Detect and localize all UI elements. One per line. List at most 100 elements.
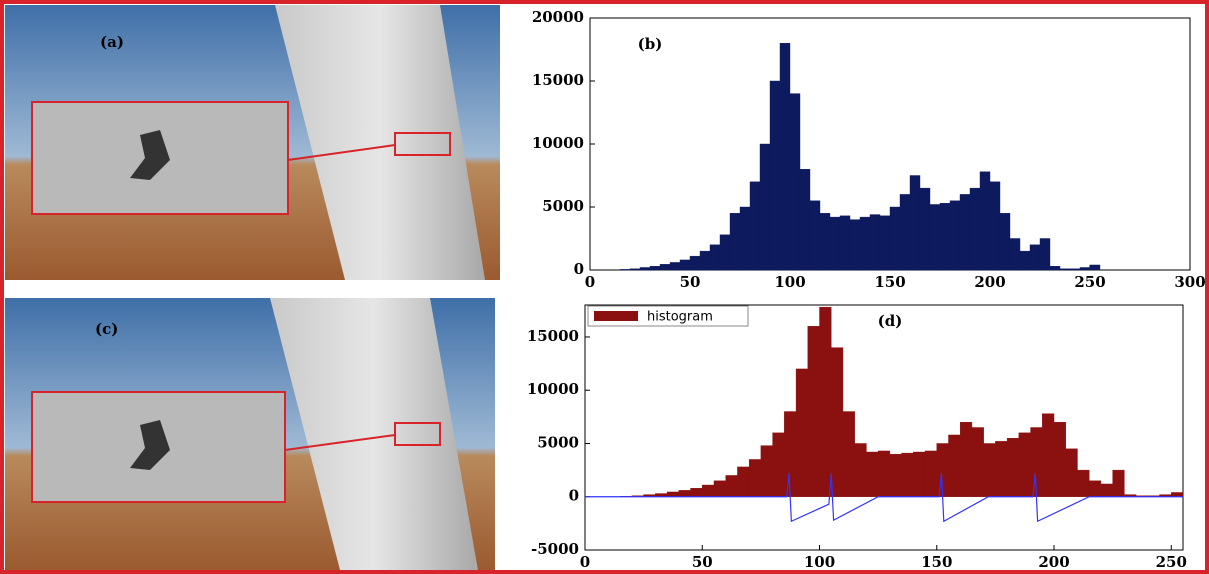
x-tick-label: 50 <box>692 553 713 571</box>
histogram-bar <box>702 484 715 497</box>
histogram-bar <box>799 168 811 271</box>
y-tick-label: 0 <box>574 260 584 278</box>
histogram-bar <box>869 214 881 271</box>
legend-label: histogram <box>647 310 713 325</box>
histogram-bar <box>678 490 691 497</box>
histogram-bar <box>629 268 641 271</box>
histogram-bar <box>1053 421 1066 497</box>
histogram-bar <box>859 216 871 271</box>
histogram-bar <box>948 434 961 497</box>
histogram-bar <box>737 466 750 497</box>
histogram-bar <box>939 203 951 271</box>
histogram-bar <box>760 445 773 497</box>
histogram-bar <box>877 450 891 497</box>
histogram-bar <box>1065 448 1078 497</box>
histogram-bar <box>949 200 961 271</box>
histogram-bar <box>1009 238 1021 271</box>
panel-label: (d) <box>878 312 903 330</box>
histogram-bar <box>1049 266 1061 271</box>
x-tick-label: 250 <box>1074 273 1105 291</box>
histogram-bar <box>854 443 867 497</box>
histogram-bar <box>1042 413 1055 497</box>
histogram-bar <box>759 143 771 271</box>
histogram-bar <box>819 213 831 271</box>
histogram-bar <box>709 244 721 271</box>
histogram-bar <box>1018 432 1031 497</box>
histogram-bar <box>719 234 731 271</box>
x-tick-label: 100 <box>804 553 835 571</box>
histogram-bar <box>989 181 1001 271</box>
histogram-bar <box>689 255 701 271</box>
y-tick-label: -5000 <box>531 540 579 558</box>
photo-c <box>5 298 495 570</box>
histogram-bar <box>748 459 762 497</box>
histogram-bar <box>913 451 926 497</box>
histogram-bar <box>809 200 821 271</box>
legend-swatch <box>594 311 638 321</box>
x-tick-label: 50 <box>680 273 701 291</box>
histogram-bar <box>772 432 785 497</box>
histogram-bar <box>807 326 820 497</box>
x-tick-label: 250 <box>1156 553 1187 571</box>
histogram-bar <box>819 306 832 497</box>
x-tick-label: 100 <box>774 273 805 291</box>
y-tick-label: 5000 <box>542 197 584 215</box>
histogram-bar <box>831 347 844 497</box>
histogram-bar <box>1112 469 1125 497</box>
histogram-bar <box>713 480 726 497</box>
histogram-bar <box>899 194 911 271</box>
histogram-bar <box>666 491 680 497</box>
histogram-bar <box>959 194 971 271</box>
histogram-bar <box>1069 268 1081 271</box>
histogram-bar <box>1059 268 1071 271</box>
histogram-bar <box>919 187 931 271</box>
y-tick-label: 20000 <box>532 8 584 26</box>
histogram-bar <box>699 250 711 271</box>
histogram-bar <box>1100 483 1113 497</box>
histogram-bar <box>789 93 801 271</box>
y-tick-label: 10000 <box>532 134 584 152</box>
x-tick-label: 0 <box>585 273 595 291</box>
histogram-bar <box>725 475 738 497</box>
histogram-bar <box>784 411 797 497</box>
histogram-bar <box>971 427 984 497</box>
histogram-bar <box>909 175 921 271</box>
histogram-bar <box>1039 238 1051 271</box>
panel-label: (c) <box>95 320 118 338</box>
histogram-bar <box>779 43 791 271</box>
histogram-bar <box>969 187 981 271</box>
histogram-bar <box>659 264 671 271</box>
histogram-bar <box>649 266 661 271</box>
histogram-bar <box>729 213 741 271</box>
panel-label: (a) <box>100 33 124 51</box>
y-tick-label: 0 <box>569 487 579 505</box>
x-tick-label: 200 <box>1038 553 1069 571</box>
y-tick-label: 5000 <box>537 433 579 451</box>
histogram-bar <box>983 443 996 497</box>
histogram-bar <box>999 213 1011 271</box>
histogram-bar <box>849 219 861 271</box>
histogram-bar <box>1029 244 1041 271</box>
histogram-bar <box>669 262 681 271</box>
x-tick-label: 300 <box>1174 273 1205 291</box>
histogram-bar <box>795 368 808 497</box>
histogram-bar <box>679 259 691 271</box>
histogram-bar <box>889 453 902 497</box>
histogram-bar <box>960 421 973 497</box>
histogram-bar <box>739 206 751 271</box>
histogram-bar <box>749 181 761 271</box>
histogram-bar <box>879 215 891 271</box>
panel-label: (b) <box>638 35 663 53</box>
histogram-bar <box>769 80 781 271</box>
histogram-bar <box>842 411 855 497</box>
histogram-bar <box>1019 250 1031 271</box>
histogram-bar <box>995 441 1008 497</box>
photo-a <box>5 5 500 280</box>
histogram-bar <box>1079 267 1091 271</box>
histogram-bar <box>1077 469 1090 497</box>
histogram-bar <box>1006 437 1020 497</box>
histogram-bar <box>639 267 651 271</box>
histogram-bar <box>1088 480 1102 497</box>
